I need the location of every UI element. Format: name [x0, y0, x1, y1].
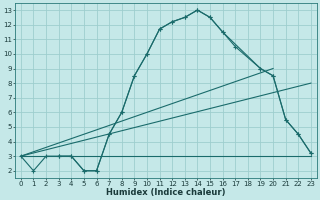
X-axis label: Humidex (Indice chaleur): Humidex (Indice chaleur): [106, 188, 226, 197]
